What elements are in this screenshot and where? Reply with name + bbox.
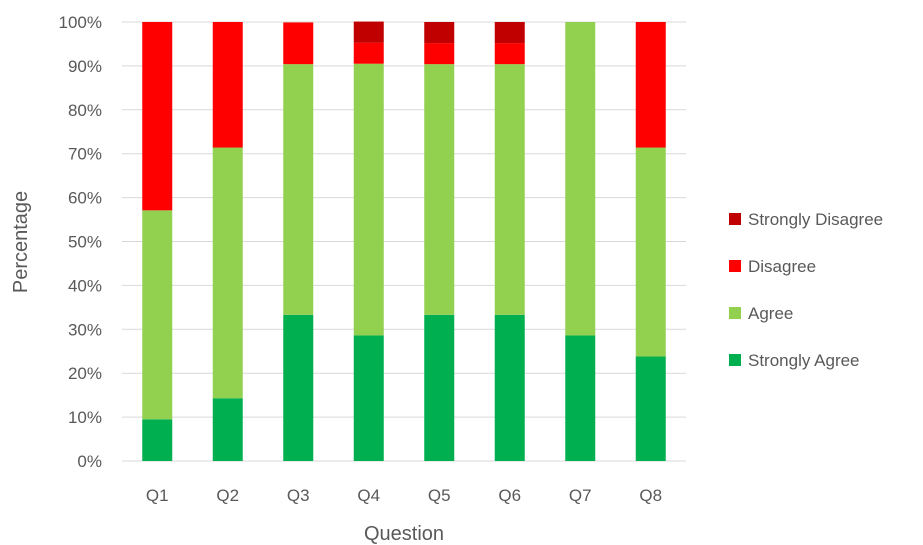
y-tick-label: 80% <box>68 101 102 120</box>
bar-q3-agree <box>283 64 314 315</box>
x-tick-label: Q2 <box>216 486 239 505</box>
bar-q1-disagree <box>142 22 173 211</box>
bar-q8-strongly-agree <box>635 356 666 461</box>
x-tick-label: Q4 <box>357 486 380 505</box>
bar-q1-strongly-agree <box>142 419 173 461</box>
y-tick-label: 20% <box>68 364 102 383</box>
bar-q4-disagree <box>353 42 384 64</box>
legend-swatch-strongly-agree <box>729 354 741 366</box>
legend-label: Strongly Disagree <box>748 210 883 229</box>
bar-q5-disagree <box>424 43 455 65</box>
legend-swatch-agree <box>729 307 741 319</box>
bar-q7-agree <box>565 22 596 336</box>
x-tick-label: Q1 <box>146 486 169 505</box>
bar-q6-disagree <box>494 43 525 65</box>
y-tick-label: 0% <box>77 452 102 471</box>
y-tick-label: 30% <box>68 320 102 339</box>
legend: Strongly Disagree Disagree Agree Strongly A… <box>729 210 883 370</box>
y-tick-label: 90% <box>68 57 102 76</box>
x-tick-label: Q8 <box>639 486 662 505</box>
bar-q3-disagree <box>283 22 314 65</box>
x-axis-ticks: Q1 Q2 Q3 Q4 Q5 Q6 Q7 Q8 <box>146 486 662 505</box>
bar-q6-strongly-disagree <box>494 22 525 44</box>
y-tick-label: 100% <box>59 13 102 32</box>
y-tick-label: 40% <box>68 276 102 295</box>
bar-q4-strongly-disagree <box>353 21 384 43</box>
x-axis-title: Question <box>364 523 444 545</box>
legend-label: Strongly Agree <box>748 351 860 370</box>
bar-q2-disagree <box>212 22 243 148</box>
bar-q3-strongly-agree <box>283 314 314 461</box>
x-tick-label: Q6 <box>498 486 521 505</box>
x-tick-label: Q3 <box>287 486 310 505</box>
bar-q8-agree <box>635 147 666 357</box>
y-tick-label: 50% <box>68 233 102 252</box>
bar-q5-strongly-disagree <box>424 22 455 44</box>
y-tick-label: 70% <box>68 145 102 164</box>
bar-q4-strongly-agree <box>353 335 384 461</box>
x-tick-label: Q5 <box>428 486 451 505</box>
x-tick-label: Q7 <box>569 486 592 505</box>
legend-label: Agree <box>748 304 793 323</box>
bar-q8-disagree <box>635 22 666 148</box>
bar-q6-strongly-agree <box>494 314 525 461</box>
legend-swatch-disagree <box>729 260 741 272</box>
y-tick-label: 10% <box>68 408 102 427</box>
bar-q2-agree <box>212 147 243 399</box>
bar-q6-agree <box>494 64 525 315</box>
gridlines <box>122 21 686 462</box>
y-axis-ticks: 0% 10% 20% 30% 40% 50% 60% 70% 80% 90% 100% <box>59 13 102 471</box>
bar-q5-agree <box>424 64 455 315</box>
bar-q2-strongly-agree <box>212 398 243 461</box>
bars <box>142 21 666 461</box>
bar-q4-agree <box>353 63 384 336</box>
legend-swatch-strongly-disagree <box>729 213 741 225</box>
bar-q7-strongly-agree <box>565 335 596 461</box>
bar-q5-strongly-agree <box>424 314 455 461</box>
y-axis-title: Percentage <box>10 191 32 293</box>
legend-label: Disagree <box>748 257 816 276</box>
bar-q1-agree <box>142 210 173 420</box>
y-tick-label: 60% <box>68 189 102 208</box>
